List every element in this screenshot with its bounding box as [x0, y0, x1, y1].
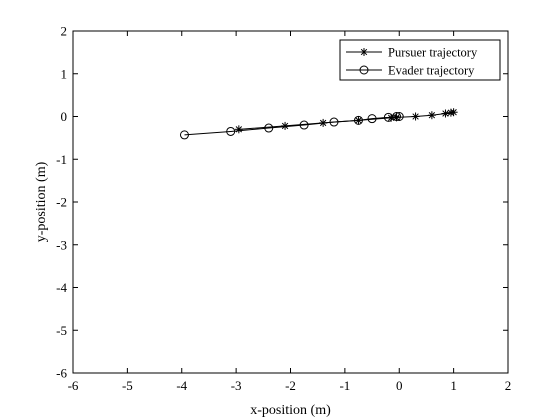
series-evader [179, 112, 404, 140]
legend-entry: Pursuer trajectory [346, 46, 478, 60]
x-tick-label: -1 [339, 378, 350, 393]
y-tick-label: -3 [56, 237, 67, 252]
data-point [299, 120, 309, 130]
legend-marker [359, 65, 369, 75]
x-tick-label: 0 [396, 378, 403, 393]
x-axis-label: x-position (m) [250, 403, 331, 418]
y-tick-label: 1 [61, 66, 68, 81]
data-point [367, 114, 377, 124]
data-point [353, 115, 363, 125]
data-point [264, 123, 274, 133]
series-layer [179, 108, 458, 140]
data-point [446, 108, 455, 117]
x-tick-label: 1 [450, 378, 457, 393]
data-point [427, 111, 436, 120]
data-point [179, 130, 189, 140]
y-axis-label: y-position (m) [34, 161, 49, 242]
x-tick-label: -4 [176, 378, 187, 393]
x-tick-label: 2 [505, 378, 512, 393]
data-point [226, 126, 236, 136]
y-tick-label: -5 [56, 323, 67, 338]
y-tick-label: -2 [56, 195, 67, 210]
legend: Pursuer trajectory Evader trajectory [339, 39, 501, 81]
data-point [394, 112, 404, 121]
legend-entry: Evader trajectory [346, 64, 475, 78]
legend-marker [360, 48, 368, 56]
plot-area [72, 30, 509, 374]
x-tick-label: -5 [122, 378, 133, 393]
axis-ticks: -6 -5 -4 -3 -2 -1 0 1 2 -6 -5 -4 -3 -2 -1 0 1 2 [56, 24, 511, 394]
legend-label: Evader trajectory [388, 64, 475, 78]
y-tick-label: -1 [56, 152, 67, 167]
data-point [411, 112, 420, 121]
x-tick-label: -3 [231, 378, 242, 393]
x-tick-label: -6 [68, 378, 79, 393]
y-tick-label: -4 [56, 280, 67, 295]
data-point [441, 109, 450, 118]
x-tick-label: -2 [285, 378, 296, 393]
y-tick-label: 0 [61, 109, 68, 124]
legend-label: Pursuer trajectory [388, 46, 478, 60]
y-tick-label: -6 [56, 366, 67, 381]
data-point [329, 117, 339, 127]
data-point [234, 125, 243, 134]
data-point [281, 121, 290, 130]
data-point [383, 112, 393, 122]
y-tick-label: 2 [61, 24, 68, 39]
